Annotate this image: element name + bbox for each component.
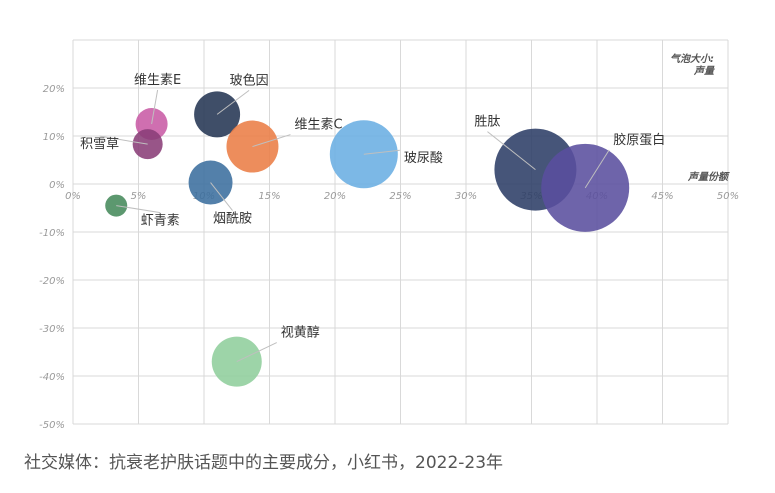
bubble-label: 烟酰胺: [213, 212, 252, 227]
x-tick-label: 25%: [389, 191, 411, 202]
y-tick-label: 0%: [49, 180, 65, 191]
leader-line: [363, 149, 400, 155]
leader-line: [252, 134, 291, 148]
bubble-label: 积雪草: [80, 137, 119, 152]
x-tick-label: 15%: [258, 191, 280, 202]
leader-line: [216, 90, 250, 115]
leader-line: [99, 135, 148, 145]
x-tick-label: 50%: [717, 191, 739, 202]
x-tick-label: 0%: [65, 191, 81, 202]
size-legend-title: 气泡大小:: [670, 53, 714, 65]
bubble-label: 玻色因: [230, 72, 269, 88]
leader-line: [210, 182, 233, 211]
y-tick-label: -30%: [39, 324, 65, 335]
size-legend-title: 声量: [693, 65, 716, 77]
leader-line: [116, 205, 161, 214]
bubble-label: 胶原蛋白: [613, 132, 665, 148]
bubbles: [105, 91, 630, 387]
grid: [72, 39, 729, 425]
bubble-label: 玻尿酸: [404, 151, 443, 166]
leader-line: [236, 342, 277, 363]
x-tick-label: 45%: [651, 191, 673, 202]
x-tick-label: 20%: [324, 191, 346, 202]
leader-line: [487, 131, 536, 170]
bubble-label: 虾青素: [141, 214, 180, 229]
y-tick-label: -10%: [39, 228, 65, 239]
bubble-chart: 0%5%10%15%20%25%30%35%40%45%50%20%10%0%-…: [39, 39, 739, 431]
x-tick-label: 5%: [131, 191, 147, 202]
y-tick-label: -50%: [39, 420, 65, 431]
y-tick-label: 20%: [43, 84, 65, 95]
y-tick-label: -40%: [39, 372, 65, 383]
axis-titles: 声量份额 气泡大小:声量: [670, 53, 730, 183]
bubble-label: 维生素C: [294, 118, 342, 133]
y-tick-label: -20%: [39, 276, 65, 287]
bubble-label: 视黄醇: [281, 325, 320, 341]
chart-caption: 社交媒体：抗衰老护肤话题中的主要成分，小红书，2022-23年: [24, 453, 504, 473]
y-tick-label: 10%: [43, 132, 65, 143]
x-axis-title: 声量份额: [687, 171, 730, 183]
bubble-label: 维生素E: [134, 73, 181, 88]
bubble-label: 胜肽: [474, 115, 500, 130]
leader-lines: [99, 89, 610, 363]
leader-line: [151, 89, 159, 125]
x-tick-label: 30%: [455, 191, 477, 202]
leader-line: [584, 149, 610, 189]
